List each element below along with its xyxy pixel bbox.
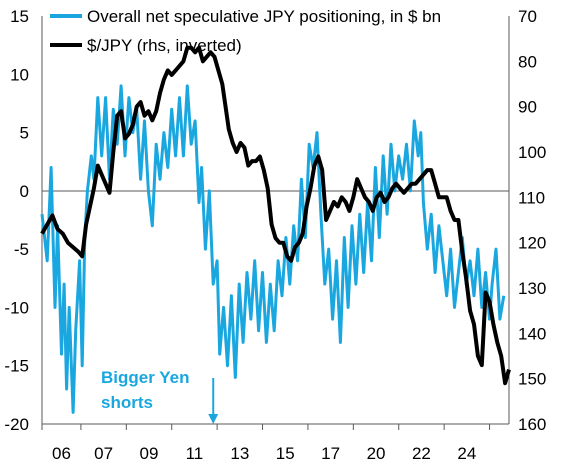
left-tick-label: 15 [10, 7, 29, 26]
x-axis-tick-labels: 06 07 09 11 13 15 17 20 22 24 [52, 444, 476, 463]
x-tick-label: 17 [321, 444, 340, 463]
right-tick-label: 120 [518, 234, 546, 253]
left-tick-label: -15 [4, 357, 29, 376]
right-tick-label: 150 [518, 370, 546, 389]
left-tick-label: -5 [14, 240, 29, 259]
series-layer [40, 45, 511, 414]
x-tick-label: 11 [186, 444, 204, 463]
x-tick-label: 22 [412, 444, 431, 463]
right-tick-label: 70 [518, 7, 537, 26]
x-tick-label: 20 [367, 444, 386, 463]
right-tick-label: 80 [518, 52, 537, 71]
series-line-positioning [40, 84, 506, 414]
right-tick-label: 110 [518, 188, 545, 207]
right-tick-label: 90 [518, 98, 537, 117]
x-tick-label: 09 [140, 444, 159, 463]
x-tick-label: 15 [276, 444, 295, 463]
annotation-line-1: Bigger Yen [101, 368, 190, 387]
x-tick-label: 07 [94, 444, 113, 463]
left-tick-label: 0 [20, 182, 29, 201]
annotation-arrowhead [208, 414, 219, 424]
right-tick-label: 140 [518, 324, 546, 343]
annotation: Bigger Yen shorts [101, 368, 219, 424]
series-line-usdjpy [40, 45, 511, 386]
x-tick-marks [41, 424, 491, 430]
x-tick-label: 06 [52, 444, 71, 463]
x-tick-label: 13 [230, 444, 249, 463]
legend-label-positioning: Overall net speculative JPY positioning,… [87, 7, 441, 26]
left-tick-label: -20 [4, 415, 29, 434]
right-tick-label: 130 [518, 279, 546, 298]
right-tick-label: 100 [518, 143, 546, 162]
left-axis-tick-labels: 15 10 5 0 -5 -10 -15 -20 [4, 7, 29, 434]
left-tick-label: 10 [10, 65, 29, 84]
right-tick-label: 160 [518, 415, 546, 434]
right-axis-tick-labels: 70 80 90 100 110 120 130 140 150 160 [518, 7, 546, 434]
legend: Overall net speculative JPY positioning,… [50, 7, 441, 55]
annotation-line-2: shorts [101, 393, 153, 412]
legend-label-usdjpy: $/JPY (rhs, inverted) [87, 36, 242, 55]
x-tick-label: 24 [457, 444, 476, 463]
left-tick-label: 5 [20, 124, 29, 143]
left-tick-label: -10 [4, 298, 29, 317]
